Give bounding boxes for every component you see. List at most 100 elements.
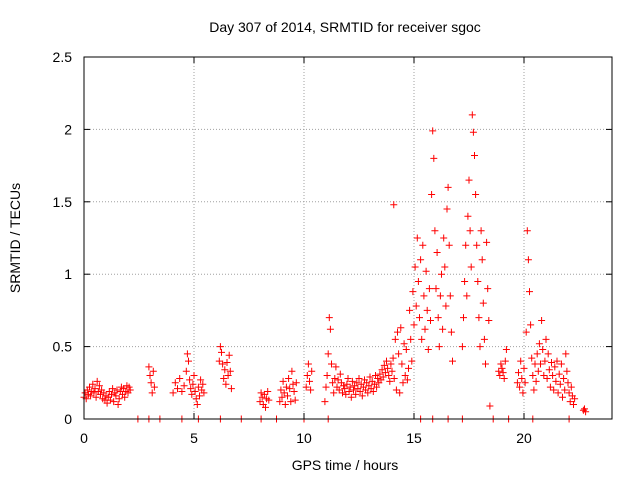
x-tick-label: 10 <box>296 430 312 446</box>
data-point-plus <box>476 343 484 351</box>
data-point-plus <box>218 348 225 356</box>
data-point-plus <box>199 380 207 388</box>
data-point-plus <box>479 299 487 307</box>
data-point-plus <box>442 302 450 310</box>
data-point-plus <box>472 191 480 199</box>
data-point-plus <box>544 350 552 358</box>
data-point-plus <box>150 383 158 391</box>
data-point-plus <box>533 350 541 358</box>
chart-title: Day 307 of 2014, SRMTID for receiver sgo… <box>209 19 481 35</box>
data-point-plus <box>321 398 329 406</box>
data-point-plus <box>193 401 201 409</box>
data-point-plus <box>174 385 181 393</box>
data-point-plus <box>149 367 157 375</box>
data-point-plus <box>147 379 155 387</box>
x-tick-label: 15 <box>406 430 422 446</box>
data-point-plus <box>468 111 476 119</box>
data-points <box>80 111 590 423</box>
data-point-plus <box>334 376 342 384</box>
data-point-plus <box>188 390 196 398</box>
data-point-plus <box>497 360 505 368</box>
data-point-plus <box>530 386 538 394</box>
data-point-plus <box>325 314 333 322</box>
x-tick-label: 0 <box>80 430 88 446</box>
data-point-plus <box>441 263 449 271</box>
data-point-plus <box>394 328 401 336</box>
data-point-plus <box>516 383 524 391</box>
data-point-plus <box>103 399 111 407</box>
data-point-plus <box>529 372 537 380</box>
data-point-plus <box>461 277 469 285</box>
data-point-plus <box>528 354 536 362</box>
data-point-plus <box>262 403 269 411</box>
data-point-plus <box>216 343 224 351</box>
data-point-plus <box>288 367 296 375</box>
data-point-plus <box>369 387 377 395</box>
data-point-plus <box>90 389 98 397</box>
data-point-plus <box>374 374 382 382</box>
x-tick-label: 5 <box>190 430 198 446</box>
data-point-plus <box>383 357 390 365</box>
data-point-plus <box>465 176 473 184</box>
data-point-plus <box>257 389 265 397</box>
data-point-plus <box>346 383 354 391</box>
data-point-plus <box>563 367 571 375</box>
data-point-plus <box>436 292 444 300</box>
data-point-plus <box>545 366 553 374</box>
data-point-plus <box>302 383 310 391</box>
data-point-plus <box>463 292 471 300</box>
data-point-plus <box>358 392 366 400</box>
data-point-plus <box>189 380 197 388</box>
data-point-plus <box>431 227 439 235</box>
data-point-plus <box>521 379 529 387</box>
data-point-plus <box>501 357 509 365</box>
data-point-plus <box>194 383 202 391</box>
data-point-plus <box>224 372 232 380</box>
data-point-plus <box>553 357 561 365</box>
data-point-plus <box>546 383 554 391</box>
data-point-plus <box>464 212 472 220</box>
data-point-plus <box>303 372 311 380</box>
data-point-plus <box>348 377 356 385</box>
data-point-plus <box>287 398 295 406</box>
data-point-plus <box>341 385 349 393</box>
data-point-plus <box>392 386 400 394</box>
data-point-plus <box>411 263 419 271</box>
data-point-plus <box>185 357 192 365</box>
data-point-plus <box>322 383 330 391</box>
data-point-plus <box>180 382 188 390</box>
y-tick-label: 1.5 <box>53 194 73 210</box>
data-point-plus <box>331 374 339 382</box>
data-point-plus <box>391 335 399 343</box>
data-point-plus <box>440 234 448 242</box>
data-point-plus <box>342 390 350 398</box>
data-point-plus <box>469 128 477 136</box>
data-point-plus <box>187 385 195 393</box>
data-point-plus <box>446 292 454 300</box>
data-point-plus <box>264 387 272 395</box>
data-point-plus <box>399 379 407 387</box>
data-point-plus <box>112 392 120 400</box>
data-point-plus <box>396 389 404 397</box>
data-point-plus <box>221 366 229 374</box>
data-point-plus <box>114 401 122 409</box>
data-point-plus <box>183 350 191 358</box>
data-point-plus <box>110 398 118 406</box>
data-point-plus <box>336 370 344 378</box>
data-point-plus <box>460 314 467 322</box>
data-point-plus <box>432 285 440 293</box>
data-point-plus <box>265 396 273 404</box>
data-point-plus <box>385 372 393 380</box>
y-tick-label: 2 <box>64 121 72 137</box>
data-point-plus <box>191 387 199 395</box>
grid-lines <box>84 57 612 419</box>
data-point-plus <box>227 385 235 393</box>
data-point-plus <box>401 372 409 380</box>
data-point-plus <box>260 390 268 398</box>
data-point-plus <box>438 270 445 278</box>
data-point-plus <box>527 321 535 329</box>
data-point-plus <box>307 386 315 394</box>
data-point-plus <box>284 392 291 400</box>
data-point-plus <box>380 361 388 369</box>
